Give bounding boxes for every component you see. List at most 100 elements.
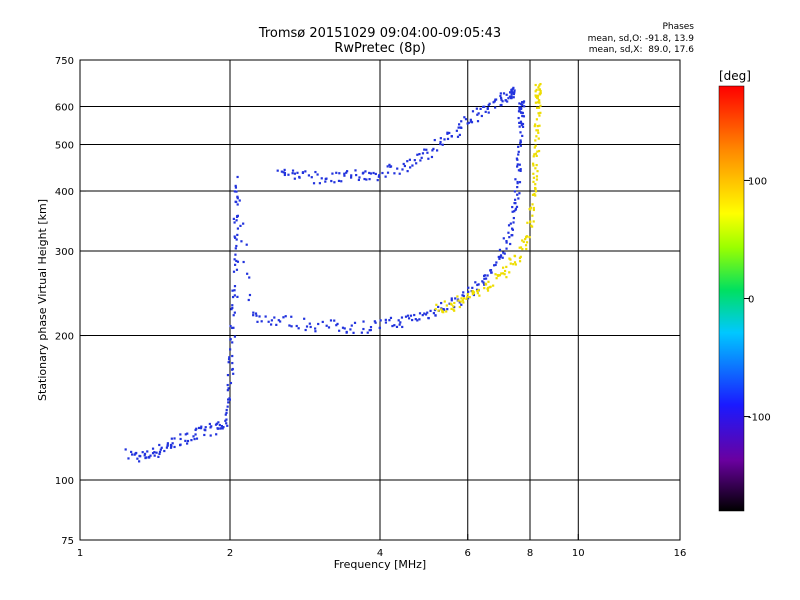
data-point (233, 294, 236, 297)
data-point (518, 256, 522, 260)
data-point (519, 169, 522, 173)
data-point (498, 248, 502, 251)
data-point (314, 330, 317, 333)
data-point (226, 405, 229, 408)
chart-subtitle: RwPretec (8p) (334, 41, 426, 56)
data-point (232, 372, 235, 375)
data-point (293, 177, 296, 180)
data-point (450, 299, 453, 302)
data-point (233, 190, 236, 193)
data-point (535, 154, 538, 158)
data-point (437, 309, 440, 312)
data-point (520, 111, 523, 114)
data-point (534, 90, 537, 93)
data-point (518, 163, 521, 166)
data-point (441, 310, 444, 313)
data-point (287, 173, 290, 176)
data-point (524, 244, 528, 247)
data-point (124, 448, 127, 451)
data-point (533, 125, 536, 128)
x-tick-label: 1 (77, 548, 83, 559)
data-point (236, 295, 239, 298)
data-point (502, 237, 505, 240)
data-point (178, 444, 182, 447)
data-point (324, 177, 327, 181)
data-point (459, 300, 462, 303)
data-point (432, 147, 435, 151)
data-point (494, 263, 497, 267)
data-point (511, 91, 514, 94)
data-point (538, 88, 541, 91)
data-point (508, 257, 511, 260)
data-point (153, 454, 156, 457)
data-point (520, 101, 524, 104)
colorbar-unit-label: [deg] (719, 69, 751, 83)
data-point (138, 454, 141, 458)
data-point (483, 105, 486, 108)
data-point (252, 311, 255, 314)
data-point (460, 120, 463, 123)
data-point (536, 125, 539, 128)
data-point (227, 358, 231, 361)
data-point (293, 172, 297, 175)
data-point (231, 361, 234, 365)
data-point (307, 174, 311, 177)
x-tick-label: 16 (674, 548, 687, 559)
data-point (492, 284, 495, 287)
data-point (518, 102, 521, 105)
data-point (402, 162, 405, 166)
data-point (501, 266, 505, 269)
data-point (235, 219, 238, 222)
data-point (464, 118, 468, 121)
data-point (511, 228, 514, 231)
data-point (494, 106, 497, 109)
data-point (233, 235, 236, 238)
data-point (127, 457, 130, 460)
data-point (149, 454, 152, 457)
data-point (194, 428, 197, 432)
data-point (413, 313, 416, 317)
data-point (290, 315, 293, 318)
data-point (457, 299, 460, 302)
data-point (143, 452, 147, 455)
grid-layer (80, 60, 680, 540)
data-point (350, 174, 353, 177)
colorbar-tick-label: -100 (748, 413, 771, 424)
y-tick-label: 400 (55, 187, 74, 198)
data-point (510, 95, 513, 98)
data-point (535, 88, 538, 91)
data-point (236, 227, 240, 230)
data-point (535, 175, 539, 178)
data-point (231, 295, 235, 299)
data-point (434, 314, 437, 317)
data-point (462, 301, 465, 304)
data-point (235, 259, 238, 263)
data-point (427, 316, 430, 320)
data-point (216, 427, 219, 430)
data-point (418, 318, 421, 321)
data-point (236, 203, 239, 206)
y-tick-label: 200 (55, 332, 74, 343)
data-point (316, 173, 319, 176)
data-point (217, 421, 220, 424)
data-point (228, 397, 231, 400)
data-point (214, 423, 218, 426)
data-point (141, 451, 144, 454)
data-point (499, 96, 503, 100)
data-point (457, 126, 460, 129)
data-point (521, 239, 524, 242)
data-point (409, 314, 413, 317)
data-point (476, 289, 479, 293)
data-point (226, 389, 229, 392)
data-point (520, 121, 523, 125)
data-point (155, 451, 158, 454)
data-point (221, 427, 224, 430)
data-point (532, 172, 535, 175)
data-point (364, 170, 367, 173)
data-point (535, 118, 538, 121)
data-point (345, 331, 348, 334)
data-point (245, 243, 248, 246)
data-point (233, 289, 236, 292)
data-point (418, 152, 421, 156)
data-point (308, 322, 311, 325)
